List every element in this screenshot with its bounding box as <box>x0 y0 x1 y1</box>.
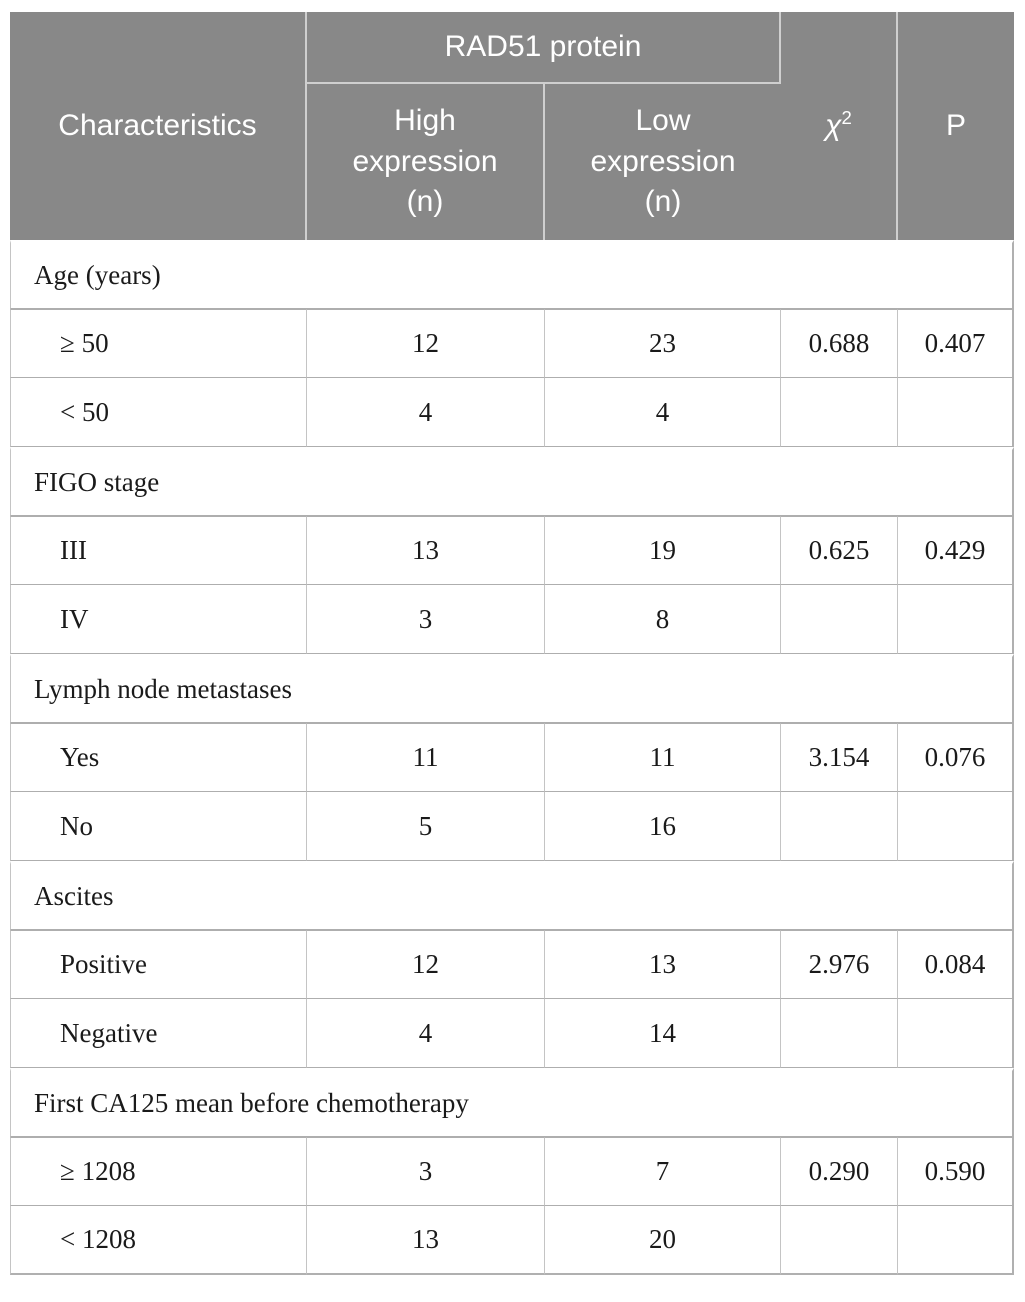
p-value <box>898 1206 1014 1275</box>
table-row: ≥ 50 12 23 0.688 0.407 <box>10 309 1014 378</box>
header-low-expression: Low expression (n) <box>545 84 781 240</box>
row-label: ≥ 1208 <box>10 1137 307 1206</box>
row-label: Positive <box>10 930 307 999</box>
section-row-figo: FIGO stage <box>10 447 1014 516</box>
chi-symbol: χ <box>825 108 842 142</box>
p-value <box>898 585 1014 654</box>
row-label: Yes <box>10 723 307 792</box>
p-value <box>898 378 1014 447</box>
header-p-value: P <box>898 12 1014 240</box>
high-expression-value: 4 <box>307 999 545 1068</box>
chi-squared-value <box>781 999 898 1068</box>
low-expression-value: 11 <box>545 723 781 792</box>
low-expression-value: 20 <box>545 1206 781 1275</box>
table-row: No 5 16 <box>10 792 1014 861</box>
chi-squared-value: 2.976 <box>781 930 898 999</box>
high-expression-value: 3 <box>307 1137 545 1206</box>
row-label: No <box>10 792 307 861</box>
table-row: Yes 11 11 3.154 0.076 <box>10 723 1014 792</box>
section-title: Age (years) <box>10 240 1014 309</box>
table-header: Characteristics RAD51 protein χ2 P High … <box>10 12 1014 240</box>
chi-squared-value <box>781 378 898 447</box>
paper-table-figure: Characteristics RAD51 protein χ2 P High … <box>10 12 1014 1275</box>
table-row: Positive 12 13 2.976 0.084 <box>10 930 1014 999</box>
header-characteristics: Characteristics <box>10 12 307 240</box>
chi-squared-value <box>781 585 898 654</box>
chi-squared-value: 0.290 <box>781 1137 898 1206</box>
low-expression-value: 16 <box>545 792 781 861</box>
section-row-ca125: First CA125 mean before chemotherapy <box>10 1068 1014 1137</box>
p-value <box>898 999 1014 1068</box>
p-value: 0.407 <box>898 309 1014 378</box>
low-expression-value: 4 <box>545 378 781 447</box>
header-high-expression: High expression (n) <box>307 84 545 240</box>
section-row-ascites: Ascites <box>10 861 1014 930</box>
high-expression-value: 4 <box>307 378 545 447</box>
high-expression-value: 3 <box>307 585 545 654</box>
table-row: ≥ 1208 3 7 0.290 0.590 <box>10 1137 1014 1206</box>
row-label: < 1208 <box>10 1206 307 1275</box>
chi-exponent: 2 <box>841 106 852 128</box>
low-expression-value: 7 <box>545 1137 781 1206</box>
chi-squared-value <box>781 792 898 861</box>
low-expression-value: 13 <box>545 930 781 999</box>
high-expression-value: 13 <box>307 516 545 585</box>
low-expression-value: 19 <box>545 516 781 585</box>
table-row: IV 3 8 <box>10 585 1014 654</box>
high-expression-value: 12 <box>307 309 545 378</box>
row-label: IV <box>10 585 307 654</box>
chi-squared-value: 3.154 <box>781 723 898 792</box>
p-value: 0.084 <box>898 930 1014 999</box>
low-expression-value: 23 <box>545 309 781 378</box>
low-expression-value: 14 <box>545 999 781 1068</box>
section-title: First CA125 mean before chemotherapy <box>10 1068 1014 1137</box>
low-expression-value: 8 <box>545 585 781 654</box>
chi-squared-value: 0.688 <box>781 309 898 378</box>
table-row: Negative 4 14 <box>10 999 1014 1068</box>
high-expression-value: 11 <box>307 723 545 792</box>
p-value: 0.429 <box>898 516 1014 585</box>
high-expression-value: 5 <box>307 792 545 861</box>
table-body: Age (years) ≥ 50 12 23 0.688 0.407 < 50 … <box>10 240 1014 1275</box>
table-row: < 50 4 4 <box>10 378 1014 447</box>
rad51-characteristics-table: Characteristics RAD51 protein χ2 P High … <box>10 12 1014 1275</box>
p-value: 0.590 <box>898 1137 1014 1206</box>
section-title: Ascites <box>10 861 1014 930</box>
p-value: 0.076 <box>898 723 1014 792</box>
row-label: Negative <box>10 999 307 1068</box>
section-row-age: Age (years) <box>10 240 1014 309</box>
high-expression-value: 12 <box>307 930 545 999</box>
row-label: III <box>10 516 307 585</box>
chi-squared-value: 0.625 <box>781 516 898 585</box>
chi-squared-value <box>781 1206 898 1275</box>
row-label: ≥ 50 <box>10 309 307 378</box>
high-expression-value: 13 <box>307 1206 545 1275</box>
section-title: Lymph node metastases <box>10 654 1014 723</box>
p-value <box>898 792 1014 861</box>
section-row-lymph: Lymph node metastases <box>10 654 1014 723</box>
header-chi-squared: χ2 <box>781 12 898 240</box>
section-title: FIGO stage <box>10 447 1014 516</box>
header-rad51-protein: RAD51 protein <box>307 12 781 84</box>
table-row: < 1208 13 20 <box>10 1206 1014 1275</box>
table-row: III 13 19 0.625 0.429 <box>10 516 1014 585</box>
row-label: < 50 <box>10 378 307 447</box>
